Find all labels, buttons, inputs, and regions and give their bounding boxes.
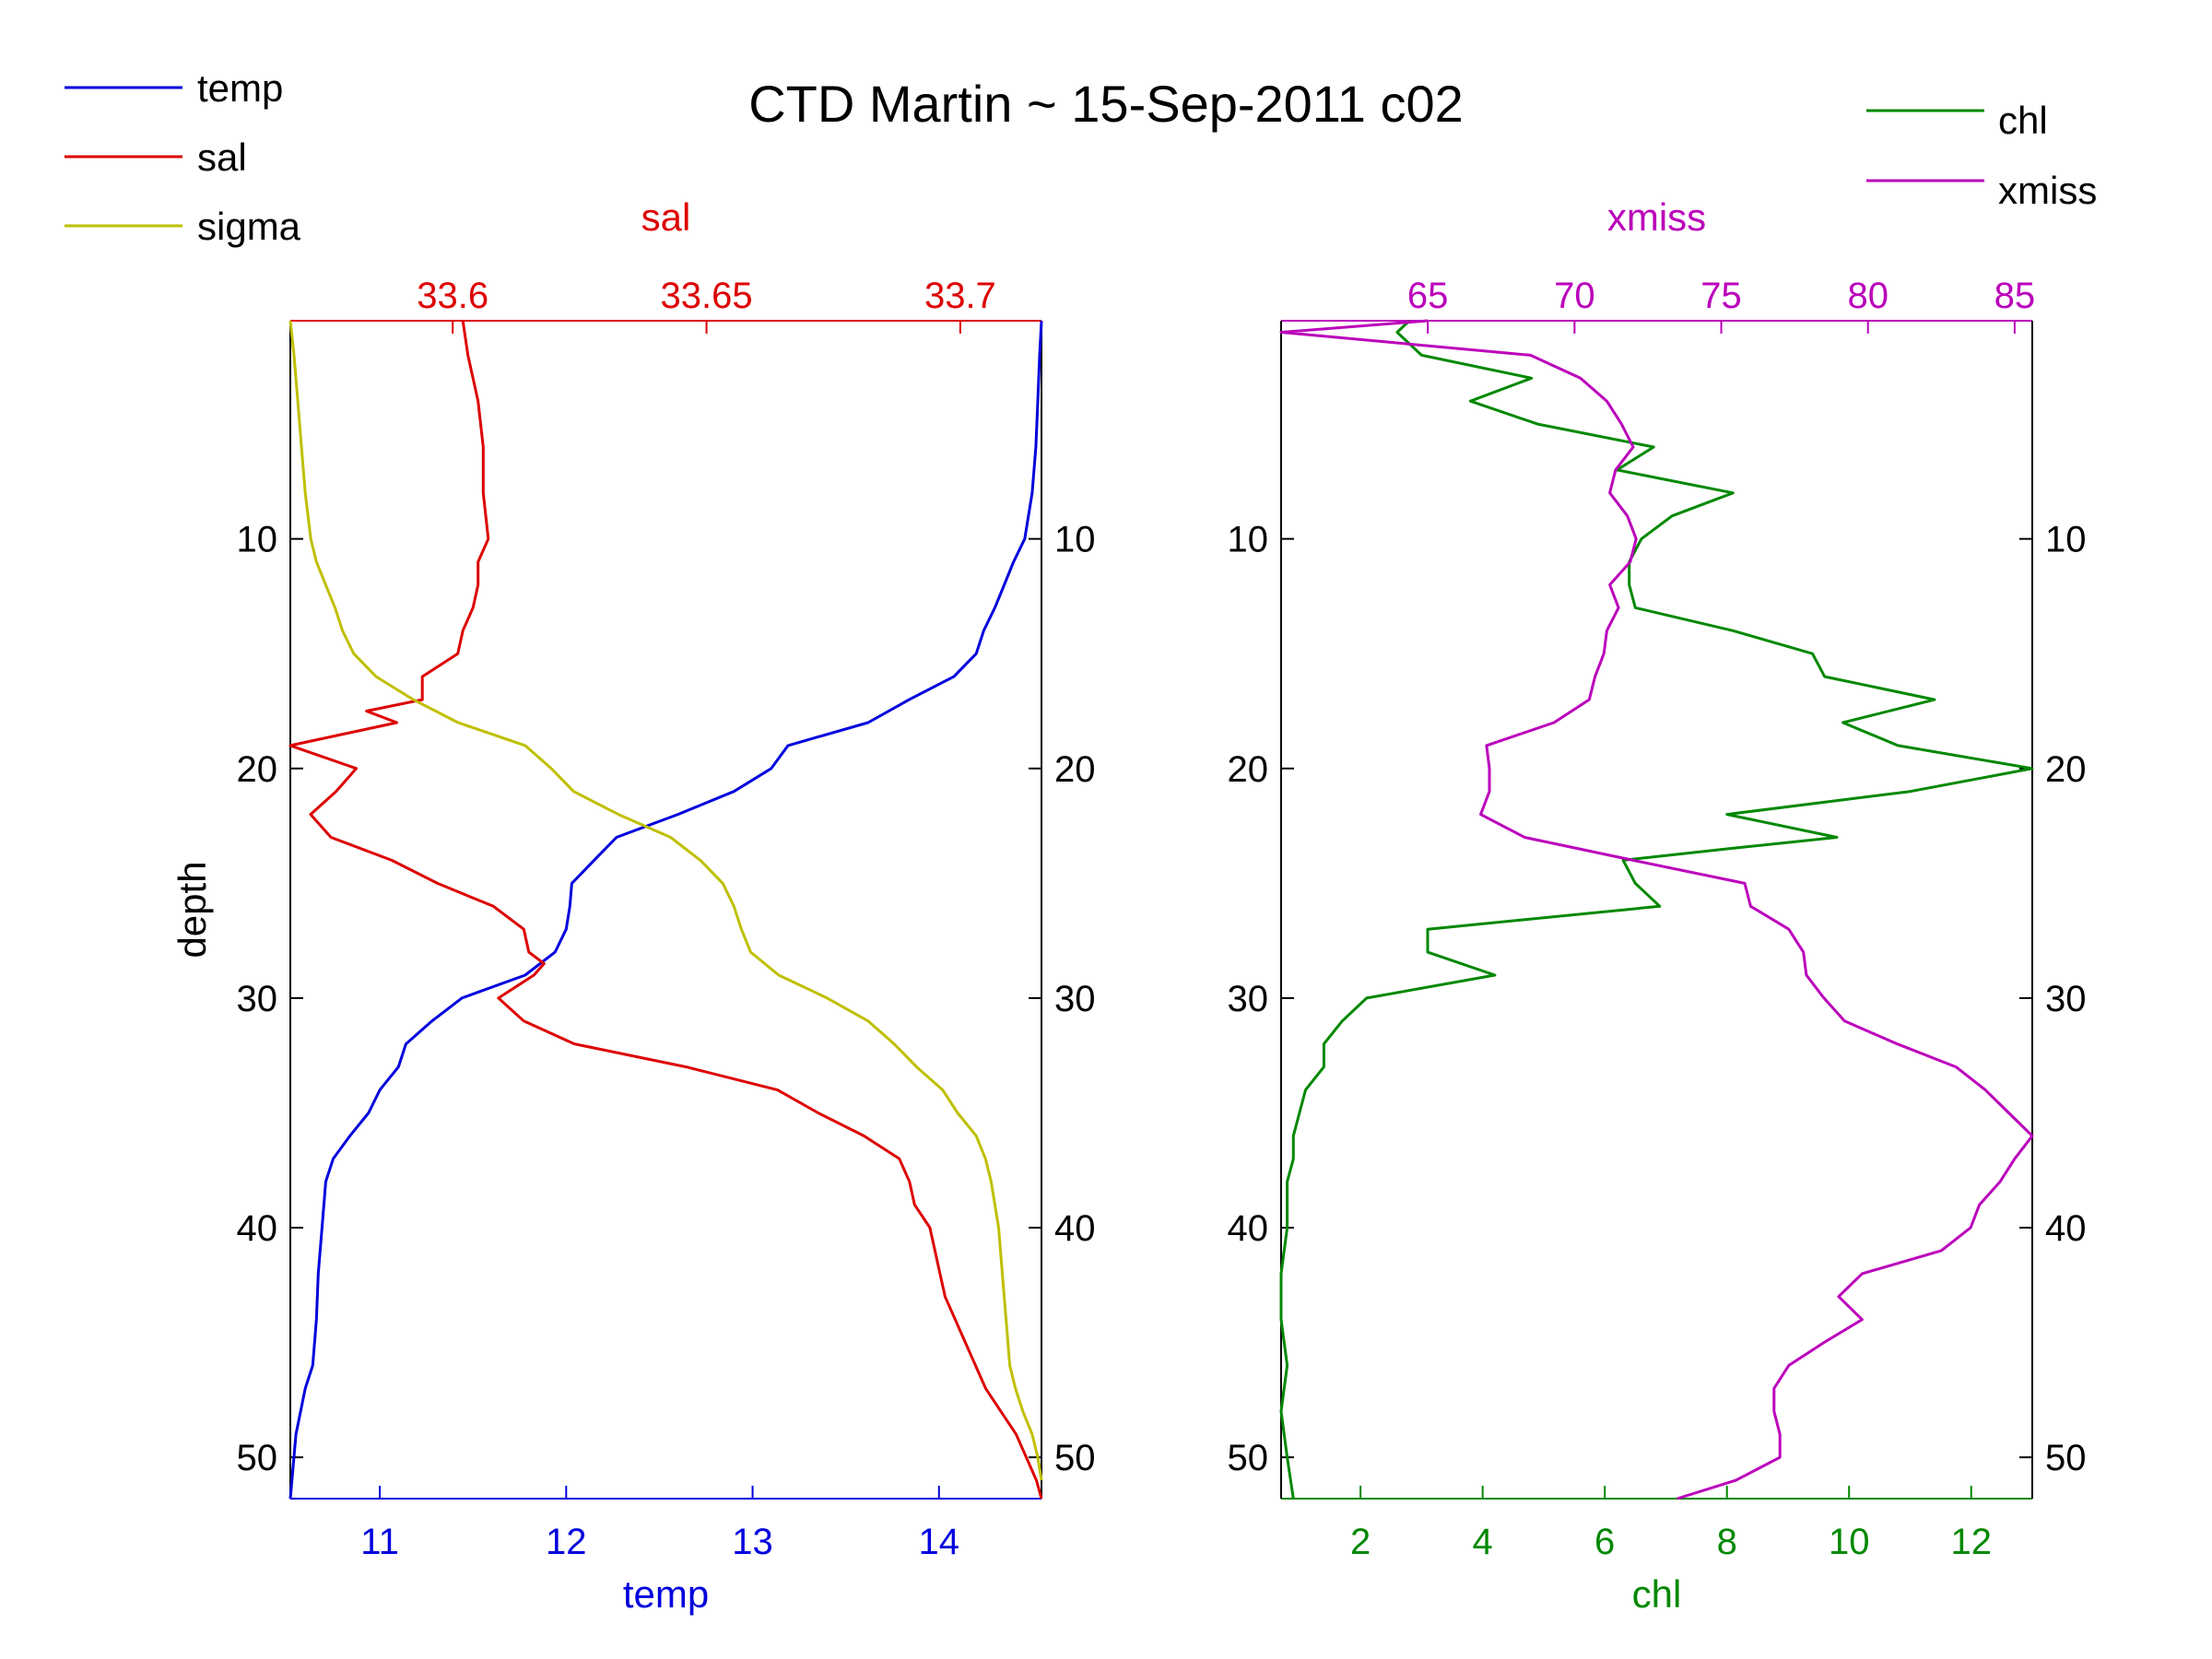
legend-entry-chl: chl <box>1866 99 2048 142</box>
legend-left: temp sal sigma <box>65 66 301 248</box>
series-line-xmiss <box>1279 319 2034 1500</box>
y-axis-label: depth <box>171 861 214 958</box>
y-tick-label-left: 40 <box>237 1208 278 1249</box>
x-bottom-tick-label: 10 <box>1829 1522 1870 1562</box>
x-top-axis-label: xmiss <box>1607 195 1706 239</box>
y-tick-label-right: 40 <box>2045 1208 2087 1249</box>
x-top-tick-label: 70 <box>1554 276 1595 316</box>
y-tick-label-left: 20 <box>237 749 278 790</box>
series-line-sal <box>288 320 1043 1500</box>
legend-label-temp: temp <box>197 66 283 110</box>
legend-entry-sigma: sigma <box>65 205 301 248</box>
y-tick-label-right: 50 <box>1054 1438 1096 1478</box>
y-tick-label-left: 50 <box>237 1438 278 1478</box>
x-bottom-tick-label: 6 <box>1594 1522 1615 1562</box>
x-bottom-axis-label: chl <box>1632 1572 1682 1616</box>
x-top-tick-label: 33.7 <box>924 276 996 316</box>
plot-panels: 10 10 20 20 30 30 40 40 50 50 11 12 13 14 33.6 33.65 33.… <box>171 195 2087 1616</box>
y-tick-label-left: 30 <box>237 979 278 1019</box>
x-top-tick-label: 85 <box>1994 276 2036 316</box>
legend-entry-sal: sal <box>65 135 247 179</box>
x-top-axis-label: sal <box>641 195 691 239</box>
x-bottom-tick-label: 13 <box>732 1522 773 1562</box>
x-bottom-tick-label: 8 <box>1717 1522 1737 1562</box>
y-tick-label-right: 40 <box>1054 1208 1096 1249</box>
x-bottom-tick-label: 4 <box>1473 1522 1493 1562</box>
y-tick-label-right: 10 <box>2045 520 2087 560</box>
legend-label-xmiss: xmiss <box>1998 169 2097 212</box>
legend-entry-xmiss: xmiss <box>1866 169 2097 212</box>
y-tick-label-right: 20 <box>2045 749 2087 790</box>
y-tick-label-right: 10 <box>1054 520 1096 560</box>
x-top-tick-label: 80 <box>1847 276 1888 316</box>
panel-1: 10 10 20 20 30 30 40 40 50 50 11 12 13 14 33.6 33.65 33.… <box>171 195 1096 1616</box>
y-tick-label-right: 20 <box>1054 749 1096 790</box>
legend-right: chl xmiss <box>1866 99 2097 212</box>
legend-label-sigma: sigma <box>197 205 301 248</box>
x-bottom-tick-label: 12 <box>546 1522 587 1562</box>
x-bottom-tick-label: 11 <box>360 1522 399 1562</box>
y-tick-label-left: 10 <box>237 520 278 560</box>
x-bottom-tick-label: 2 <box>1350 1522 1371 1562</box>
x-bottom-tick-label: 12 <box>1950 1522 1992 1562</box>
y-tick-label-left: 30 <box>1228 979 1269 1019</box>
series-line-temp <box>288 320 1043 1500</box>
y-tick-label-left: 50 <box>1228 1438 1269 1478</box>
legend-entry-temp: temp <box>65 66 283 110</box>
y-tick-label-right: 50 <box>2045 1438 2087 1478</box>
series-line-chl <box>1279 319 2034 1500</box>
legend-label-sal: sal <box>197 135 247 179</box>
y-tick-label-left: 10 <box>1228 520 1269 560</box>
x-bottom-axis-label: temp <box>623 1572 709 1616</box>
x-bottom-tick-label: 14 <box>919 1522 960 1562</box>
y-tick-label-left: 20 <box>1228 749 1269 790</box>
x-top-tick-label: 33.6 <box>417 276 488 316</box>
legend-label-chl: chl <box>1998 99 2048 142</box>
x-top-tick-label: 65 <box>1407 276 1449 316</box>
panel-2: 10 10 20 20 30 30 40 40 50 50 2 4 6 8 10 12 65 70 75 80 85 ch… <box>1228 195 2087 1616</box>
y-tick-label-left: 40 <box>1228 1208 1269 1249</box>
x-top-tick-label: 33.65 <box>660 276 752 316</box>
x-top-tick-label: 75 <box>1700 276 1742 316</box>
y-tick-label-right: 30 <box>2045 979 2087 1019</box>
y-tick-label-right: 30 <box>1054 979 1096 1019</box>
series-line-sigma <box>288 320 1043 1481</box>
chart-title: CTD Martin ~ 15-Sep-2011 c02 <box>748 75 1464 133</box>
